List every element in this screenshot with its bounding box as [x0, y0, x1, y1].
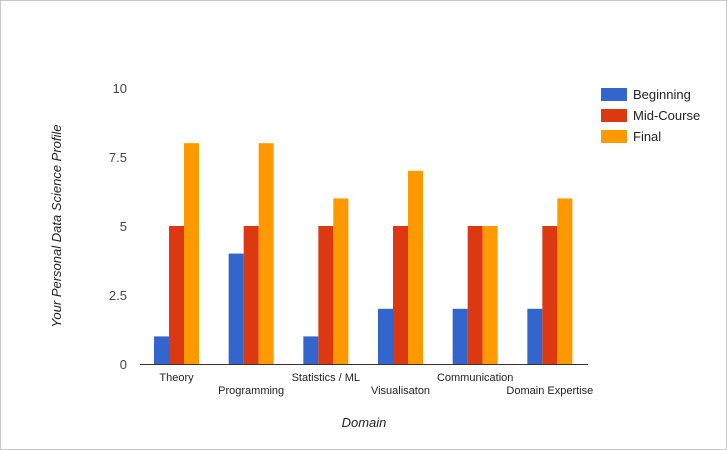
- bar-beginning: [452, 308, 468, 364]
- y-tick-label: 5: [120, 219, 127, 234]
- bar-beginning: [527, 308, 543, 364]
- y-tick-label: 7.5: [109, 150, 127, 165]
- y-tick-label: 0: [120, 357, 127, 372]
- bar-mid-course: [318, 226, 334, 364]
- y-tick-label: 10: [113, 81, 127, 96]
- bar-mid-course: [393, 226, 408, 364]
- y-axis-title: Your Personal Data Science Profile: [49, 124, 64, 327]
- bar-mid-course: [169, 226, 184, 364]
- legend: Beginning Mid-Course Final: [601, 87, 700, 144]
- bar-beginning: [303, 336, 319, 364]
- x-category-label: Theory: [159, 372, 194, 384]
- legend-swatch: [601, 109, 627, 122]
- legend-swatch: [601, 88, 627, 101]
- bar-final: [557, 198, 573, 364]
- x-category-label: Domain Expertise: [506, 385, 593, 397]
- bar-mid-course: [243, 226, 259, 364]
- bar-mid-course: [467, 226, 483, 364]
- bar-mid-course: [542, 226, 558, 364]
- bar-beginning: [378, 308, 393, 364]
- x-category-label: Communication: [437, 372, 513, 384]
- bar-final: [184, 143, 199, 364]
- bar-beginning: [228, 253, 244, 364]
- legend-swatch: [601, 130, 627, 143]
- x-axis-labels: Theory Programming Statistics / ML Visualis…: [159, 372, 593, 397]
- y-tick-label: 2.5: [109, 288, 127, 303]
- x-category-label: Visualisaton: [371, 385, 430, 397]
- bars: [154, 143, 573, 364]
- x-category-label: Programming: [218, 385, 284, 397]
- y-axis-ticks: 0 2.5 5 7.5 10: [109, 81, 127, 372]
- legend-label: Final: [633, 129, 661, 144]
- x-category-label: Statistics / ML: [292, 372, 360, 384]
- legend-label: Mid-Course: [633, 108, 700, 123]
- legend-label: Beginning: [633, 87, 691, 102]
- bar-final: [258, 143, 274, 364]
- bar-beginning: [154, 336, 169, 364]
- x-axis-title: Domain: [342, 415, 387, 430]
- bar-final: [333, 198, 349, 364]
- bar-final: [408, 170, 423, 364]
- bar-final: [482, 226, 498, 364]
